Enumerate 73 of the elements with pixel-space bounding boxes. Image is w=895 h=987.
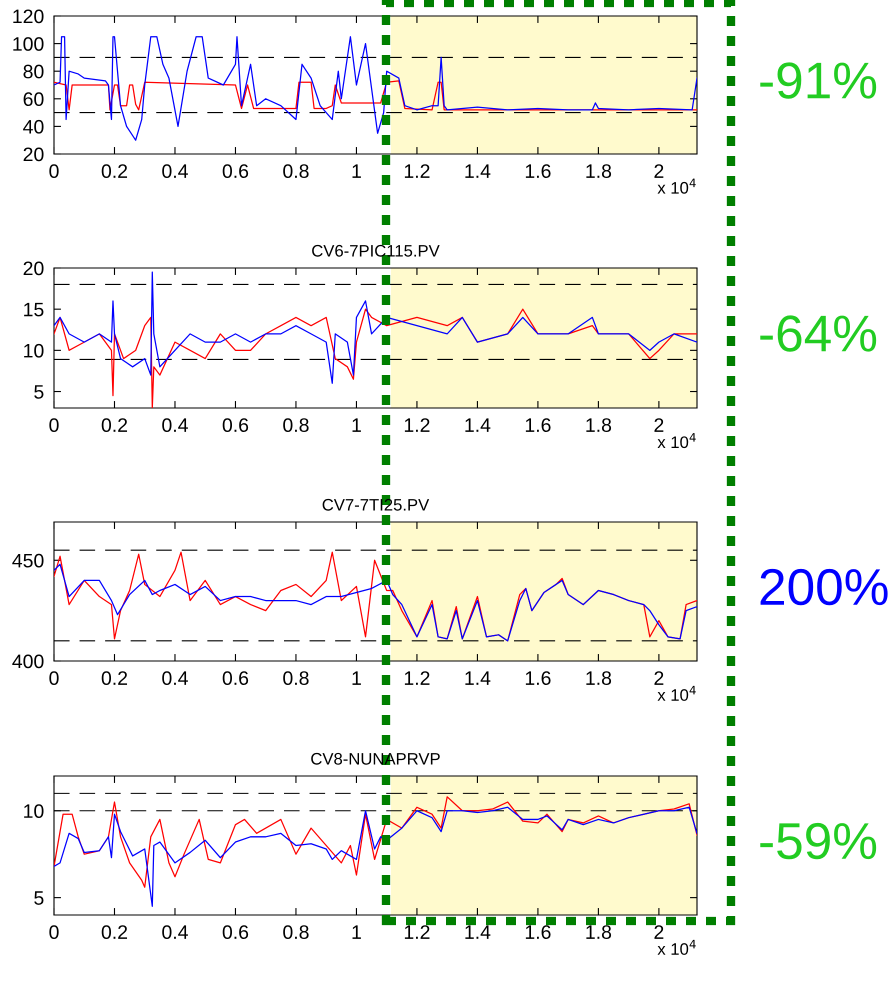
x-tick-label: 0.8 xyxy=(283,671,309,686)
y-tick-label: 400 xyxy=(12,654,44,668)
line-series xyxy=(54,80,697,110)
text: -64% xyxy=(760,315,876,352)
x-tick-label: 0 xyxy=(49,925,59,940)
x-tick-label: 0 xyxy=(49,164,59,178)
text: -59% xyxy=(760,822,876,860)
y-tick-label: 10 xyxy=(24,344,44,358)
x-tick-label: 1 xyxy=(352,925,361,939)
x-tick-label: 0.4 xyxy=(162,418,188,432)
x-tick-label: 1.2 xyxy=(404,671,430,685)
y-tick-label: 80 xyxy=(23,64,44,78)
chart-title: CV7-7TI25.PV xyxy=(322,498,430,511)
x-tick-label: 1.4 xyxy=(465,925,490,939)
x-tick-label: 1 xyxy=(352,671,361,685)
x-tick-label: 1.6 xyxy=(526,671,551,686)
y-tick-label: 120 xyxy=(13,9,44,24)
y-tick-label: 60 xyxy=(24,92,44,106)
x-tick-label: 1.2 xyxy=(404,925,430,939)
x-tick-label: 0.6 xyxy=(222,418,248,432)
x-tick-label: 0.6 xyxy=(222,671,248,686)
y-tick-label: 100 xyxy=(13,37,44,51)
x-tick-label: 0 xyxy=(49,671,59,686)
x-tick-label: 0.6 xyxy=(222,925,248,940)
x-tick-label: 0.2 xyxy=(102,418,128,432)
x-tick-label: 0 xyxy=(49,418,59,432)
x-tick-label: 0.2 xyxy=(102,925,128,940)
chart-title: CV6-7PIC115.PV xyxy=(312,244,440,257)
x-tick-label: 1.6 xyxy=(526,925,551,940)
x-tick-label: 0.2 xyxy=(102,164,128,178)
x-tick-label: 1.4 xyxy=(465,671,490,685)
text: x 10$^{4}$ xyxy=(658,178,696,194)
x-tick-label: 1.4 xyxy=(465,418,490,432)
text: x 10$^{4}$ xyxy=(658,686,696,701)
y-tick-label: 20 xyxy=(24,261,44,276)
x-tick-label: 1.8 xyxy=(586,418,612,432)
line-series xyxy=(54,271,697,384)
text: 200% xyxy=(760,568,888,606)
y-tick-label: 5 xyxy=(34,891,44,905)
x-tick-label: 1.6 xyxy=(526,164,551,178)
x-tick-label: 1.8 xyxy=(586,925,612,940)
x-tick-label: 1.8 xyxy=(586,164,612,178)
x-tick-label: 2 xyxy=(654,418,664,432)
text: x 10$^{4}$ xyxy=(658,433,696,448)
y-tick-label: 5 xyxy=(34,385,44,399)
line-series xyxy=(54,36,697,141)
y-tick-label: 10 xyxy=(24,804,44,818)
x-tick-label: 0.4 xyxy=(162,164,188,178)
x-tick-label: 1.6 xyxy=(526,418,551,432)
x-tick-label: 1 xyxy=(352,418,361,432)
x-tick-label: 1.2 xyxy=(404,164,430,178)
x-tick-label: 0.8 xyxy=(283,925,309,940)
y-tick-label: 450 xyxy=(12,554,44,568)
x-tick-label: 0.6 xyxy=(222,164,248,178)
x-tick-label: 0.2 xyxy=(102,671,128,686)
x-tick-label: 1.4 xyxy=(465,164,490,178)
line-series xyxy=(54,796,697,888)
x-tick-label: 2 xyxy=(654,164,664,178)
x-tick-label: 2 xyxy=(654,925,664,939)
line-series xyxy=(54,806,697,907)
x-tick-label: 1.8 xyxy=(586,671,612,686)
y-tick-label: 15 xyxy=(24,302,44,316)
y-tick-label: 20 xyxy=(24,147,44,162)
text: -91% xyxy=(760,62,876,99)
x-tick-label: 1 xyxy=(352,164,361,178)
x-tick-label: 0.4 xyxy=(162,671,188,686)
x-tick-label: 0.8 xyxy=(283,418,309,432)
text: x 10$^{4}$ xyxy=(658,940,696,955)
x-tick-label: 0.4 xyxy=(162,925,188,940)
x-tick-label: 0.8 xyxy=(283,164,309,178)
x-tick-label: 1.2 xyxy=(404,418,430,432)
y-tick-label: 40 xyxy=(23,120,44,134)
x-tick-label: 2 xyxy=(654,671,664,685)
